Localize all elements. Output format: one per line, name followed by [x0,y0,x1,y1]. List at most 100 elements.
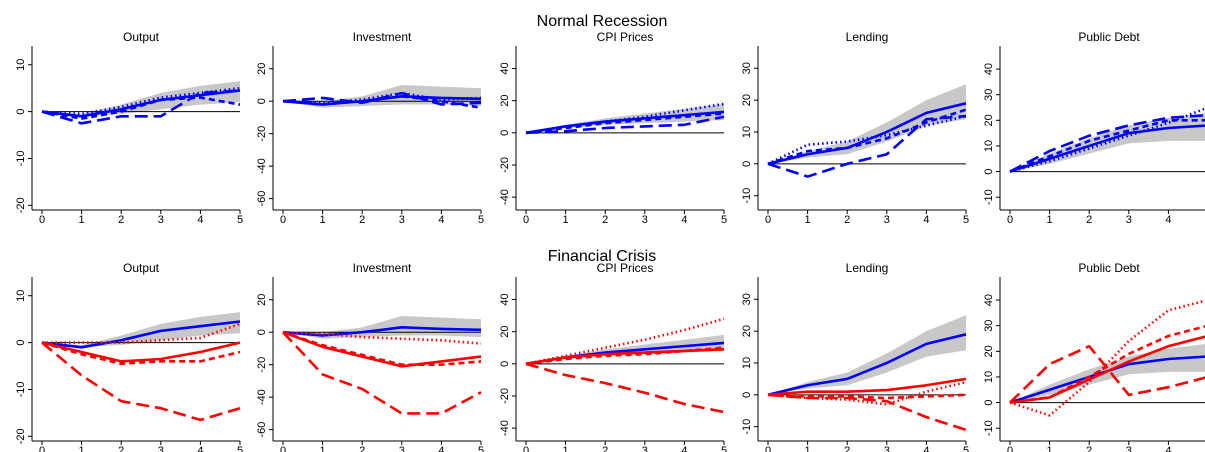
series-line [1009,114,1205,173]
x-tick-label: 4 [197,214,203,226]
confidence-band [768,84,966,164]
x-tick-label: 4 [923,445,929,452]
x-tick-label: 4 [197,445,203,452]
series-line [767,393,967,400]
y-tick-label: 20 [499,326,511,338]
series-line [282,91,482,105]
plot-area [767,315,967,432]
x-tick-label: 1 [320,214,326,226]
panel-title: Lending [846,30,889,44]
x-tick-label: 0 [39,214,45,226]
panel-title: Public Debt [1078,30,1140,44]
y-tick-label: 20 [983,114,995,126]
series-line [41,341,241,422]
x-tick-label: 3 [1126,445,1132,452]
plot-area [525,317,725,414]
series-line [767,380,967,406]
series-line [1009,344,1205,404]
series-line [282,326,482,337]
confidence-band [42,312,240,348]
panel: Lending -10 0 10 20 30 0 1 2 3 4 5 [741,30,969,226]
y-tick-label: -20 [499,388,511,404]
y-tick-label: 10 [15,59,27,71]
x-tick-label: 4 [681,445,687,452]
plot-area [41,312,241,422]
panel: Output -20 -10 0 10 0 1 2 3 4 5 [15,261,243,452]
x-tick-label: 0 [523,445,529,452]
y-tick-label: -10 [741,419,753,435]
y-tick-label: 10 [983,371,995,383]
x-tick-label: 2 [118,214,124,226]
confidence-band [283,315,481,339]
y-tick-label: -20 [256,357,268,373]
x-tick-label: 2 [118,445,124,452]
y-tick-label: 30 [983,89,995,101]
x-tick-label: 3 [642,214,648,226]
plot-area [282,315,482,415]
series-line [1009,335,1205,404]
x-tick-label: 1 [79,445,85,452]
y-tick-label: 20 [741,94,753,106]
x-tick-label: 0 [523,214,529,226]
y-tick-label: 0 [256,98,268,104]
y-tick-label: -10 [15,151,27,167]
y-tick-label: -20 [256,126,268,142]
y-tick-label: -40 [256,389,268,405]
series-line [1009,299,1205,417]
y-tick-label: 30 [983,320,995,332]
x-tick-label: 5 [721,214,727,226]
y-tick-label: -60 [256,422,268,438]
x-tick-label: 0 [39,445,45,452]
series-line [41,86,241,116]
y-tick-label: -60 [256,191,268,207]
x-tick-label: 1 [79,214,85,226]
y-tick-label: 0 [256,329,268,335]
y-tick-label: 0 [741,392,753,398]
x-tick-label: 3 [884,445,890,452]
x-tick-label: 2 [359,214,365,226]
x-tick-label: 0 [765,214,771,226]
y-tick-label: 30 [741,293,753,305]
y-tick-label: 20 [256,294,268,306]
plot-area [41,81,241,125]
series-line [42,322,241,344]
confidence-band [768,315,966,395]
series-line [1009,119,1205,173]
plot-area [282,84,482,109]
panel-title: Investment [353,30,412,44]
plot-area [767,84,967,178]
x-tick-label: 3 [399,445,405,452]
y-tick-label: 10 [741,126,753,138]
y-tick-label: 30 [741,62,753,74]
x-tick-label: 1 [1047,214,1053,226]
y-tick-label: -10 [741,188,753,204]
y-tick-label: 0 [983,400,995,406]
x-tick-label: 5 [721,445,727,452]
x-tick-label: 3 [399,214,405,226]
panel-title: Lending [846,261,889,275]
x-tick-label: 4 [923,214,929,226]
series-line [282,331,482,415]
y-tick-label: -20 [15,197,27,213]
y-tick-label: -10 [983,420,995,436]
x-tick-label: 2 [844,214,850,226]
y-tick-label: -20 [499,157,511,173]
x-tick-label: 2 [602,214,608,226]
series-line [282,330,482,345]
x-tick-label: 4 [438,214,444,226]
x-tick-label: 0 [765,445,771,452]
x-tick-label: 4 [681,214,687,226]
x-tick-label: 0 [280,445,286,452]
series-line [41,320,241,349]
x-tick-label: 5 [478,445,484,452]
x-tick-label: 2 [1086,214,1092,226]
y-tick-label: -40 [256,158,268,174]
series-line [41,341,241,363]
x-tick-label: 1 [805,445,811,452]
row-title: Financial Crisis [548,248,656,265]
y-tick-label: -40 [499,189,511,205]
panel-title: Output [123,261,160,275]
x-tick-label: 5 [963,214,969,226]
y-tick-label: -20 [15,428,27,444]
